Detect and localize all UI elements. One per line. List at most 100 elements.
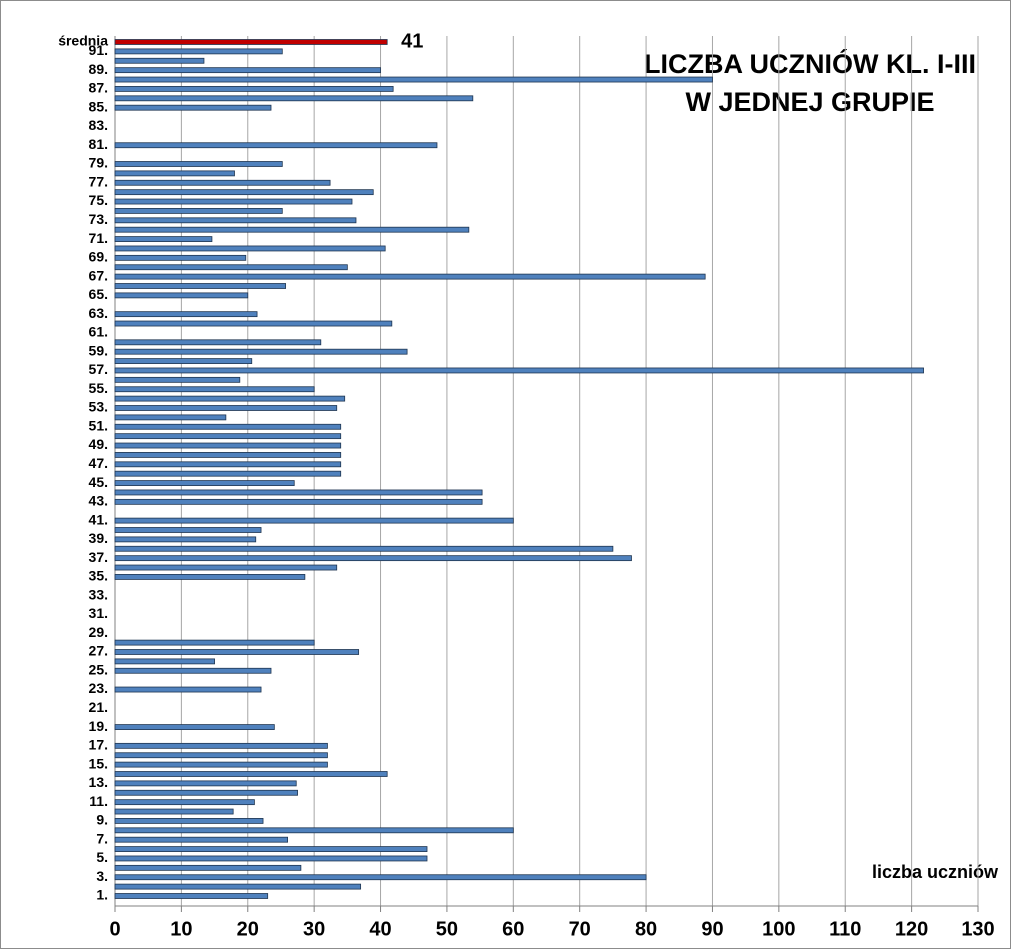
bar <box>114 86 394 92</box>
y-tick-label: 59. <box>89 342 108 358</box>
bar <box>114 480 295 486</box>
y-tick-label: 27. <box>89 643 108 659</box>
x-tick-label: 20 <box>237 918 259 940</box>
bar <box>114 405 338 411</box>
bar <box>114 414 227 421</box>
y-tick-label: 85. <box>89 98 108 114</box>
y-tick-label: 19. <box>89 718 108 734</box>
bar <box>114 724 275 730</box>
bar <box>114 517 514 524</box>
y-tick-label: 75. <box>89 192 108 208</box>
y-tick-label: 21. <box>89 699 108 715</box>
bar <box>114 874 647 881</box>
bar <box>114 273 706 280</box>
bar <box>114 283 287 289</box>
y-tick-label: 39. <box>89 530 108 546</box>
bar <box>114 489 483 496</box>
bar <box>114 527 262 533</box>
y-tick-label: 1. <box>96 887 108 903</box>
bar <box>114 95 474 102</box>
y-tick-label: 13. <box>89 774 108 790</box>
bar <box>114 742 328 749</box>
x-tick-label: 30 <box>303 918 325 940</box>
bar <box>114 780 297 787</box>
y-tick-label: 69. <box>89 249 108 265</box>
y-tick-label: 71. <box>89 230 108 246</box>
bar <box>114 883 362 890</box>
bar <box>114 799 255 806</box>
x-tick-label: 10 <box>170 918 192 940</box>
y-tick-label: 45. <box>89 474 108 490</box>
x-tick-label: 60 <box>502 918 524 940</box>
x-tick-label: 80 <box>635 918 657 940</box>
bar <box>114 208 283 214</box>
y-tick-label: 41. <box>89 511 108 527</box>
y-tick-label: 3. <box>96 868 108 884</box>
bar <box>114 292 249 299</box>
y-tick-label: 51. <box>89 417 108 433</box>
y-tick-label: 57. <box>89 361 108 377</box>
y-tick-label: 25. <box>89 661 108 677</box>
bar <box>114 245 386 252</box>
y-tick-label: 89. <box>89 61 108 77</box>
y-tick-label: 73. <box>89 211 108 227</box>
y-tick-label: 17. <box>89 737 108 753</box>
x-tick-label: 0 <box>109 918 120 940</box>
y-tick-label: 7. <box>96 830 108 846</box>
y-tick-label: 55. <box>89 380 108 396</box>
bar <box>114 433 342 440</box>
y-tick-label: 15. <box>89 755 108 771</box>
bar <box>114 461 342 468</box>
y-tick-label: 29. <box>89 624 108 640</box>
y-tick-label: 43. <box>89 493 108 509</box>
bar <box>114 667 272 674</box>
y-tick-label: średnia <box>58 33 108 49</box>
bar <box>114 658 215 665</box>
bar <box>114 555 632 562</box>
bar <box>114 893 269 899</box>
bar <box>114 470 342 477</box>
y-tick-label: 49. <box>89 436 108 452</box>
y-tick-label: 83. <box>89 117 108 133</box>
bar <box>114 48 283 55</box>
y-tick-label: 35. <box>89 568 108 584</box>
bar <box>114 686 262 693</box>
bar <box>114 864 302 871</box>
bar <box>114 442 342 449</box>
bar <box>114 358 253 364</box>
bar <box>114 386 315 393</box>
x-tick-label: 90 <box>701 918 723 940</box>
y-tick-label: 87. <box>89 80 108 96</box>
bar <box>114 67 381 74</box>
bar <box>114 545 614 552</box>
bar <box>114 752 328 759</box>
bar <box>114 395 346 402</box>
bar <box>114 423 342 430</box>
y-tick-label: 47. <box>89 455 108 471</box>
bar <box>114 76 713 83</box>
x-tick-label: 130 <box>961 918 994 940</box>
bar <box>114 217 357 224</box>
bar <box>114 452 342 458</box>
bar <box>114 639 315 646</box>
x-tick-label: 40 <box>369 918 391 940</box>
y-tick-label: 5. <box>96 849 108 865</box>
x-axis-label: liczba uczniów <box>872 862 999 882</box>
bar <box>114 536 257 543</box>
bar <box>114 104 272 111</box>
y-tick-label: 79. <box>89 155 108 171</box>
x-tick-label: 70 <box>569 918 591 940</box>
bar <box>114 846 428 852</box>
y-tick-label: 63. <box>89 305 108 321</box>
data-label: 41 <box>401 30 423 52</box>
bar <box>114 236 213 242</box>
x-tick-label: 100 <box>762 918 795 940</box>
bar <box>114 198 353 205</box>
x-tick-label: 50 <box>436 918 458 940</box>
bar <box>114 367 924 374</box>
bar <box>114 771 388 777</box>
bar <box>114 808 234 815</box>
y-tick-label: 31. <box>89 605 108 621</box>
y-tick-label: 33. <box>89 586 108 602</box>
